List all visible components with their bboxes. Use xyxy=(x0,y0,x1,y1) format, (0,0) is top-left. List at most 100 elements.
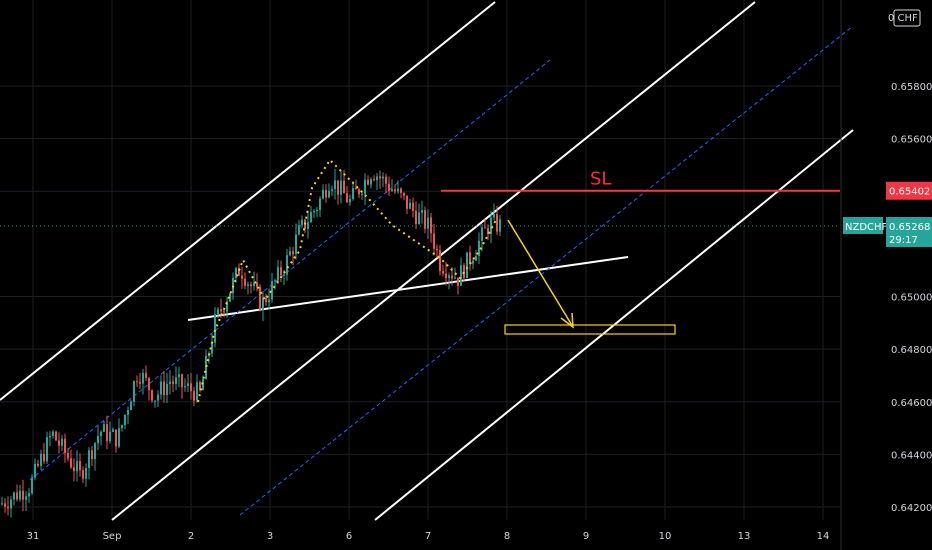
candle-body xyxy=(442,270,444,274)
candle-body xyxy=(259,286,261,310)
candle-body xyxy=(175,377,177,384)
candle xyxy=(10,496,12,518)
candle xyxy=(484,219,486,229)
candle xyxy=(157,390,159,408)
candle xyxy=(49,431,51,447)
candle-body xyxy=(277,267,279,281)
candle xyxy=(46,431,48,465)
candle xyxy=(163,370,165,403)
candle xyxy=(376,172,378,190)
symbol-tag xyxy=(843,216,883,234)
currency-label: 0 CHF xyxy=(888,13,918,24)
candle-body xyxy=(490,217,492,235)
candle-body xyxy=(28,493,30,497)
candle xyxy=(415,201,417,230)
candle-body xyxy=(436,248,438,251)
candle xyxy=(256,273,258,292)
candle xyxy=(154,400,156,408)
candle-body xyxy=(457,277,459,286)
candle-body xyxy=(274,280,276,282)
candle-body xyxy=(334,180,336,190)
y-tick-label: 0.64200 xyxy=(891,503,932,514)
candle-body xyxy=(205,355,207,380)
candle-body xyxy=(61,438,63,446)
candle-body xyxy=(184,386,186,388)
candle-body xyxy=(271,281,273,300)
price-axis[interactable]: 0.658000.656000.654000.650000.648000.646… xyxy=(840,0,932,550)
candle xyxy=(181,373,183,399)
time-axis[interactable]: 31 Sep 2 3 6 7 8 9 10 13 14 xyxy=(27,531,830,542)
candle-body xyxy=(430,217,432,234)
y-tick-label: 0.65800 xyxy=(891,82,932,93)
candle-body xyxy=(385,176,387,184)
candle-body xyxy=(211,342,213,354)
candle-body xyxy=(4,503,6,507)
candle-body xyxy=(217,309,219,315)
candle xyxy=(214,307,216,348)
candle-body xyxy=(106,424,108,442)
y-tick-label: 0.65600 xyxy=(891,135,932,146)
x-tick-label: 10 xyxy=(659,531,672,542)
candle xyxy=(145,365,147,382)
candle-body xyxy=(31,477,33,494)
candle-body xyxy=(340,180,342,195)
candle-body xyxy=(241,275,243,279)
candle xyxy=(298,220,300,236)
grid xyxy=(0,0,840,520)
candle-body xyxy=(73,467,75,472)
candle-body xyxy=(97,436,99,444)
candle-body xyxy=(370,179,372,185)
channel-line xyxy=(111,1,756,521)
candle xyxy=(4,498,6,513)
candle xyxy=(403,192,405,201)
candle-body xyxy=(250,284,252,287)
candle xyxy=(331,185,333,196)
candle xyxy=(100,430,102,446)
candle-body xyxy=(190,383,192,392)
candle xyxy=(19,485,21,502)
candle xyxy=(262,290,264,322)
candle-body xyxy=(142,372,144,384)
x-tick-label: 13 xyxy=(738,531,751,542)
candle-body xyxy=(394,189,396,192)
candle xyxy=(409,198,411,210)
candle xyxy=(355,179,357,190)
candle xyxy=(205,349,207,380)
y-tick-label: 0.65000 xyxy=(891,293,932,304)
candle xyxy=(328,183,330,199)
candle xyxy=(295,223,297,260)
candle xyxy=(418,203,420,225)
candle-body xyxy=(163,381,165,396)
candle xyxy=(337,180,339,205)
last-price-tag xyxy=(886,216,932,247)
candle-body xyxy=(427,217,429,229)
candle-body xyxy=(88,450,90,469)
candle xyxy=(178,366,180,388)
candle xyxy=(400,187,402,199)
candle-body xyxy=(289,251,291,256)
x-tick-label: 3 xyxy=(267,531,273,542)
candle-body xyxy=(262,297,264,310)
candle-body xyxy=(313,211,315,213)
candle-body xyxy=(493,214,495,218)
candle xyxy=(184,378,186,392)
last-price-tag-label: 0.65268 xyxy=(889,222,930,233)
candle xyxy=(28,488,30,503)
candle-body xyxy=(487,228,489,235)
channel-midline xyxy=(239,25,854,516)
candle-body xyxy=(439,250,441,271)
candle xyxy=(475,250,477,262)
candle xyxy=(166,373,168,404)
candle xyxy=(61,434,63,451)
candle xyxy=(346,185,348,203)
candle-body xyxy=(49,435,51,438)
candle xyxy=(379,170,381,189)
candle-body xyxy=(58,440,60,446)
candle-body xyxy=(403,192,405,196)
x-tick-label: 8 xyxy=(504,531,510,542)
candle xyxy=(472,257,474,270)
candle-body xyxy=(472,260,474,264)
candle-body xyxy=(148,377,150,391)
